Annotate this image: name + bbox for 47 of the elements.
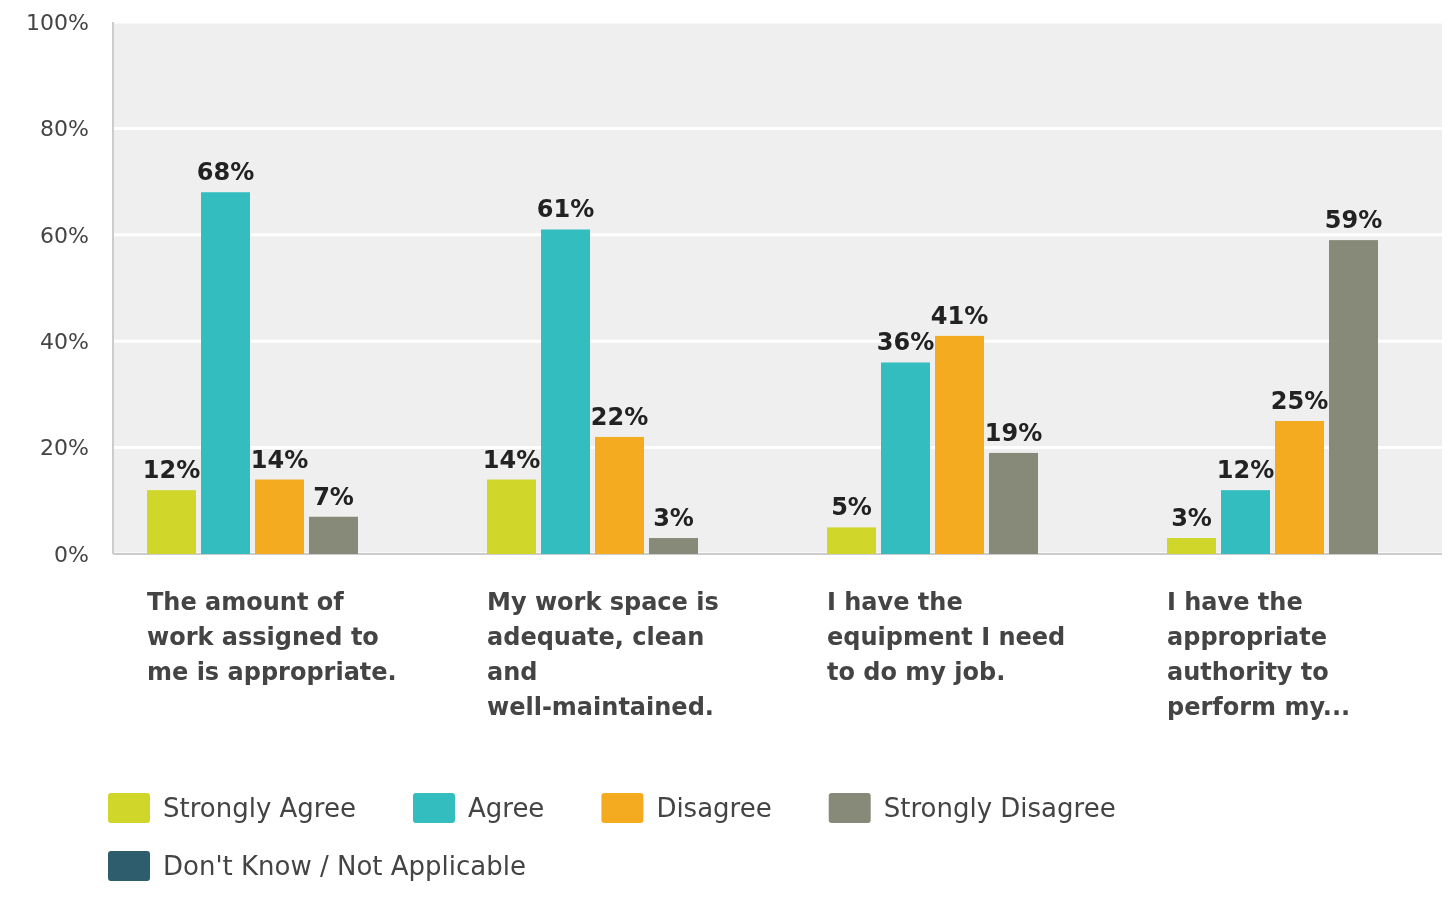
- data-label: 59%: [1324, 206, 1383, 235]
- legend-label: Strongly Agree: [163, 793, 356, 824]
- data-label: 22%: [590, 402, 649, 431]
- y-tick-label: 60%: [40, 222, 89, 248]
- data-label: 3%: [1171, 504, 1212, 533]
- data-label: 36%: [876, 328, 935, 357]
- bar: [1221, 490, 1270, 554]
- bar: [309, 516, 358, 554]
- bar: [935, 335, 984, 554]
- data-label: 25%: [1270, 387, 1329, 415]
- x-tick-label: I have the appropriate authority to perform my...: [1167, 588, 1351, 721]
- data-label: 14%: [482, 445, 541, 474]
- bar: [1329, 240, 1378, 554]
- bar: [881, 362, 930, 554]
- y-tick-label: 40%: [40, 328, 89, 354]
- legend-label: Agree: [467, 793, 545, 824]
- x-tick-label: I have the equipment I need to do my job.: [827, 588, 1066, 686]
- data-label: 3%: [653, 504, 694, 533]
- legend-label: Disagree: [656, 793, 772, 824]
- data-label: 19%: [984, 418, 1043, 447]
- bar: [989, 452, 1038, 554]
- data-label: 14%: [250, 445, 309, 474]
- y-tick-label: 20%: [40, 435, 89, 461]
- bar: [595, 436, 644, 554]
- bar: [827, 527, 876, 554]
- legend-label: Strongly Disagree: [883, 793, 1116, 824]
- bar: [147, 490, 196, 554]
- data-label: 7%: [313, 482, 354, 511]
- data-label: 61%: [536, 195, 595, 224]
- x-tick-label: The amount of work assigned to me is appropriate.: [147, 588, 397, 686]
- bar: [487, 479, 536, 554]
- y-tick-label: 100%: [26, 9, 89, 35]
- bar: [1167, 538, 1216, 554]
- bar: [541, 229, 590, 554]
- bar: [201, 192, 250, 554]
- bar: [255, 479, 304, 554]
- bar: [1275, 421, 1324, 554]
- data-label: 5%: [831, 493, 872, 522]
- data-label: 41%: [930, 301, 989, 330]
- y-tick-label: 80%: [40, 116, 89, 142]
- x-tick-label: My work space is adequate, clean and well-maintained.: [487, 588, 719, 721]
- data-label: 68%: [196, 158, 255, 187]
- y-tick-label: 0%: [54, 541, 89, 567]
- bar: [649, 538, 698, 554]
- data-label: 12%: [142, 456, 201, 485]
- data-label: 12%: [1216, 456, 1275, 485]
- legend-label: Don't Know / Not Applicable: [163, 851, 527, 882]
